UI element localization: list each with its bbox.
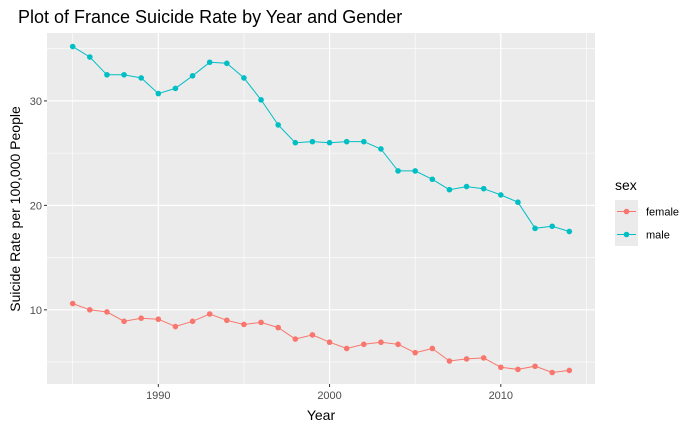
data-point-male <box>224 60 230 67</box>
data-point-male <box>292 139 299 146</box>
data-point-male <box>121 71 127 78</box>
data-point-male <box>549 223 555 230</box>
legend: sex female male <box>615 177 679 246</box>
data-point-female <box>498 364 504 371</box>
legend-label-female: female <box>646 207 679 219</box>
data-point-male <box>532 225 538 232</box>
data-point-female <box>429 345 436 352</box>
data-point-male <box>155 90 162 97</box>
data-point-female <box>275 324 281 331</box>
data-point-female <box>189 318 196 325</box>
data-point-male <box>480 185 487 192</box>
x-tick-label: 2010 <box>489 390 513 402</box>
legend-title: sex <box>615 177 637 193</box>
y-tick-label: 20 <box>30 200 42 212</box>
data-point-male <box>69 43 76 50</box>
major-gridlines <box>47 33 595 384</box>
data-point-female <box>292 336 299 342</box>
data-point-male <box>309 138 316 145</box>
data-point-female <box>532 363 538 370</box>
data-point-male <box>498 192 504 198</box>
data-point-male <box>326 139 333 146</box>
data-point-female <box>326 339 333 346</box>
axis-ticks <box>44 100 502 387</box>
data-point-female <box>309 332 316 338</box>
legend-key-point-male <box>623 231 630 238</box>
data-point-male <box>378 146 384 152</box>
data-point-male <box>206 59 213 66</box>
data-point-male <box>343 138 350 145</box>
minor-gridlines <box>47 33 595 384</box>
data-point-female <box>463 356 470 362</box>
data-point-male <box>429 176 436 183</box>
series-line-female <box>72 303 570 374</box>
plot-panel <box>47 33 595 384</box>
x-tick-label: 2000 <box>317 390 341 402</box>
x-axis-title: Year <box>307 407 336 423</box>
data-point-male <box>104 71 110 78</box>
data-point-female <box>104 309 110 315</box>
data-point-male <box>172 85 179 92</box>
legend-label-male: male <box>646 230 670 242</box>
data-point-male <box>258 97 264 103</box>
y-axis-title: Suicide Rate per 100,000 People <box>7 106 23 312</box>
data-point-female <box>155 316 162 323</box>
data-point-female <box>206 311 213 317</box>
y-tick-label: 10 <box>30 305 42 317</box>
data-point-male <box>395 168 401 174</box>
data-point-male <box>412 168 418 174</box>
series-line-male <box>72 46 570 232</box>
data-point-female <box>224 317 230 324</box>
data-point-male <box>275 122 281 128</box>
data-point-female <box>69 300 76 307</box>
data-point-female <box>241 321 247 328</box>
data-point-female <box>361 341 367 348</box>
data-point-female <box>549 369 555 376</box>
data-point-female <box>258 319 264 326</box>
data-point-female <box>446 358 453 364</box>
data-point-female <box>121 318 127 325</box>
data-point-male <box>189 73 196 79</box>
data-point-male <box>446 186 453 193</box>
data-point-female <box>138 315 144 321</box>
data-point-female <box>480 355 487 361</box>
data-point-male <box>138 75 144 81</box>
data-point-female <box>172 323 179 330</box>
x-tick-label: 1990 <box>146 390 170 402</box>
legend-key-point-female <box>623 208 630 215</box>
data-point-female <box>343 345 350 352</box>
series-layer <box>69 43 573 376</box>
data-point-female <box>412 349 418 356</box>
data-point-female <box>515 366 521 373</box>
data-point-male <box>463 183 470 190</box>
data-point-female <box>378 339 384 346</box>
y-tick-label: 30 <box>30 96 42 108</box>
data-point-female <box>87 307 93 313</box>
data-point-male <box>87 54 93 60</box>
data-point-male <box>241 75 247 81</box>
data-point-female <box>566 367 573 374</box>
chart-title: Plot of France Suicide Rate by Year and … <box>18 7 402 27</box>
data-point-male <box>515 199 521 206</box>
data-point-male <box>566 228 573 235</box>
data-point-male <box>361 138 367 145</box>
data-point-female <box>395 341 401 348</box>
